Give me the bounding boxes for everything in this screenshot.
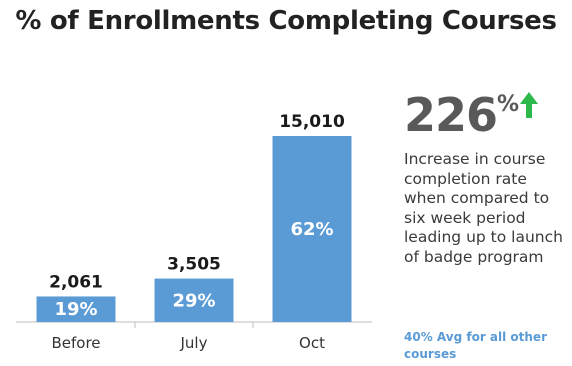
bar-value-label: 3,505 xyxy=(167,255,221,275)
chart-title: % of Enrollments Completing Courses xyxy=(15,6,557,36)
x-tick-label: Before xyxy=(51,334,100,352)
bar-july xyxy=(154,278,234,322)
stat-description: Increase in course completion rate when … xyxy=(404,150,563,266)
bar-percent-label: 19% xyxy=(54,299,97,320)
bar-value-label: 15,010 xyxy=(279,112,345,132)
stat-headline: 226% xyxy=(404,92,572,138)
bar-percent-label: 29% xyxy=(172,290,215,311)
stat-note: 40% Avg for all other courses xyxy=(404,330,547,361)
bar-before xyxy=(36,296,116,322)
up-arrow-icon xyxy=(520,92,539,118)
bar-chart: 2,061 19% Before 3,505 29% July 15,010 62% Oct xyxy=(16,112,372,352)
x-tick-label: July xyxy=(180,334,208,352)
bar-value-label: 2,061 xyxy=(49,272,103,292)
x-tick-label: Oct xyxy=(299,334,325,352)
bar-percent-label: 62% xyxy=(290,219,333,240)
bar-oct xyxy=(272,136,352,322)
stat-percent-sign: % xyxy=(497,92,520,117)
stat-number: 226 xyxy=(404,88,498,142)
